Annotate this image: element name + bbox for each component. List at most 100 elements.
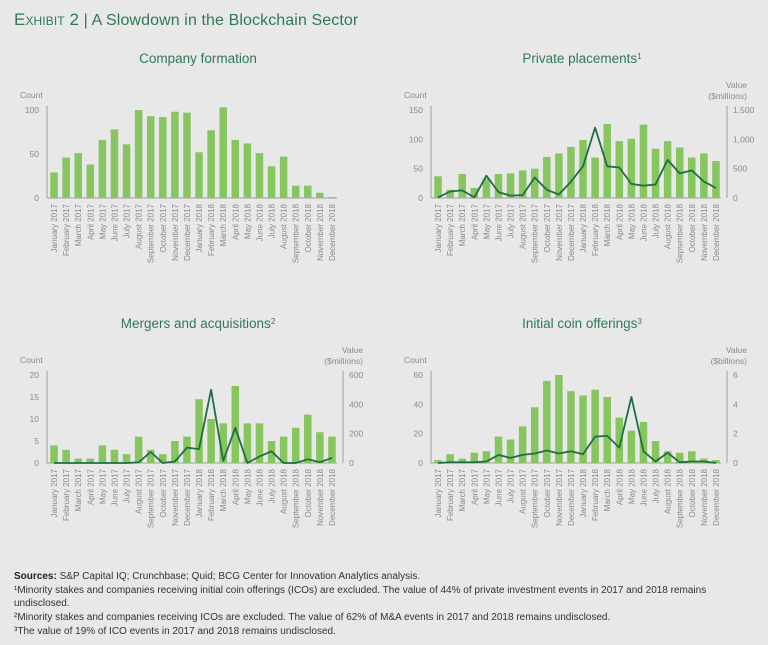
bar — [316, 192, 324, 198]
x-tick-label: April 2017 — [470, 468, 479, 505]
x-tick-label: August 2018 — [280, 468, 289, 513]
y-tick-label: 60 — [414, 370, 424, 380]
x-tick-label: December 2018 — [328, 468, 337, 525]
x-tick-label: April 2017 — [86, 203, 95, 240]
y2-axis-label: Value — [342, 345, 363, 355]
x-tick-label: January 2017 — [434, 468, 443, 517]
bar — [219, 423, 227, 463]
x-tick-label: August 2017 — [135, 468, 144, 513]
x-tick-label: July 2018 — [268, 203, 277, 238]
y2-tick-label: 1,500 — [733, 105, 755, 115]
chart-private-placements: Private placements1 Count Value ($millions)… — [384, 40, 768, 290]
footnotes: Sources: S&P Capital IQ; Crunchbase; Qui… — [14, 570, 754, 639]
footnote-1: ¹Minority stakes and companies receiving… — [14, 584, 707, 610]
x-tick-label: May 2018 — [627, 468, 636, 504]
bar — [134, 436, 143, 463]
x-tick-label: August 2018 — [280, 203, 289, 248]
x-tick-label: March 2018 — [603, 203, 612, 246]
bar — [458, 458, 466, 463]
y-tick-label: 15 — [30, 392, 40, 402]
bar — [62, 157, 70, 198]
bar — [171, 441, 179, 463]
bar — [530, 168, 539, 198]
exhibit-separator: | — [83, 12, 88, 29]
x-tick-label: October 2017 — [159, 203, 168, 252]
sources-text: S&P Capital IQ; Crunchbase; Quid; BCG Ce… — [56, 571, 421, 582]
x-tick-label: July 2018 — [652, 203, 661, 238]
bar — [651, 148, 660, 198]
y-tick-label: 50 — [414, 164, 424, 174]
x-tick-label: August 2018 — [664, 468, 673, 513]
bar — [255, 423, 264, 463]
x-tick-label: June 2017 — [110, 468, 119, 506]
x-tick-label: August 2017 — [135, 203, 144, 248]
x-tick-label: April 2018 — [231, 203, 240, 240]
x-tick-label: February 2018 — [591, 468, 600, 521]
bar — [159, 117, 167, 198]
y2-tick-label: 1,000 — [733, 134, 755, 144]
bar — [86, 458, 95, 463]
bar — [183, 112, 191, 198]
bar — [243, 143, 252, 198]
value-line — [54, 388, 333, 464]
y2-axis-label: ($millions) — [708, 91, 747, 101]
bar — [434, 176, 442, 198]
exhibit-label: Exhibit 2 — [14, 10, 80, 29]
bar — [291, 185, 300, 198]
y-tick-label: 5 — [34, 436, 39, 446]
x-tick-label: January 2018 — [195, 203, 204, 252]
bar — [506, 439, 515, 463]
x-tick-label: August 2017 — [519, 468, 528, 513]
x-tick-label: May 2017 — [482, 468, 491, 504]
y2-tick-label: 4 — [733, 399, 738, 409]
x-tick-label: July 2018 — [268, 468, 277, 503]
chart-title: Initial coin offerings3 — [522, 316, 642, 331]
y-tick-label: 0 — [34, 193, 39, 203]
bar — [567, 391, 575, 463]
bar — [458, 173, 466, 198]
bar — [639, 124, 648, 198]
exhibit-heading: A Slowdown in the Blockchain Sector — [91, 12, 359, 29]
x-tick-label: December 2018 — [712, 468, 721, 525]
bar — [482, 178, 491, 198]
bar — [74, 458, 82, 463]
x-tick-label: January 2018 — [195, 468, 204, 517]
x-tick-label: November 2017 — [171, 203, 180, 260]
x-tick-label: April 2018 — [231, 468, 240, 505]
bar — [530, 407, 539, 463]
y2-axis-label: Value — [726, 345, 747, 355]
footnote-3: ³The value of 19% of ICO events in 2017 … — [14, 625, 336, 637]
y-tick-label: 10 — [30, 414, 40, 424]
bar — [688, 451, 696, 463]
x-tick-label: May 2017 — [98, 203, 107, 239]
x-tick-label: June 2017 — [494, 468, 503, 506]
bar — [603, 124, 611, 198]
x-tick-label: January 2017 — [434, 203, 443, 252]
x-tick-label: October 2018 — [688, 203, 697, 252]
x-tick-label: June 2018 — [639, 203, 648, 241]
bar — [304, 414, 312, 463]
bar — [316, 432, 324, 463]
bar — [243, 423, 252, 463]
bar — [446, 454, 454, 463]
x-tick-label: November 2017 — [555, 468, 564, 525]
exhibit-title: Exhibit 2 | A Slowdown in the Blockchain… — [14, 10, 358, 30]
bar — [663, 451, 672, 463]
y-axis-label: Count — [20, 90, 43, 100]
x-tick-label: November 2018 — [700, 203, 709, 260]
x-tick-label: November 2018 — [316, 468, 325, 525]
y2-tick-label: 500 — [733, 164, 747, 174]
y2-axis-label: Value — [726, 80, 747, 90]
x-tick-label: January 2018 — [579, 203, 588, 252]
x-tick-label: June 2018 — [255, 203, 264, 241]
chart-mergers-acquisitions: Mergers and acquisitions2 Count Value ($mil… — [0, 305, 384, 555]
x-tick-label: July 2017 — [123, 468, 132, 503]
bar — [134, 110, 143, 198]
x-tick-label: November 2018 — [316, 203, 325, 260]
bar — [591, 157, 599, 198]
x-tick-label: March 2017 — [458, 468, 467, 511]
x-tick-label: June 2017 — [110, 203, 119, 241]
bar — [591, 389, 599, 463]
x-tick-label: November 2018 — [700, 468, 709, 525]
x-tick-label: April 2017 — [86, 468, 95, 505]
